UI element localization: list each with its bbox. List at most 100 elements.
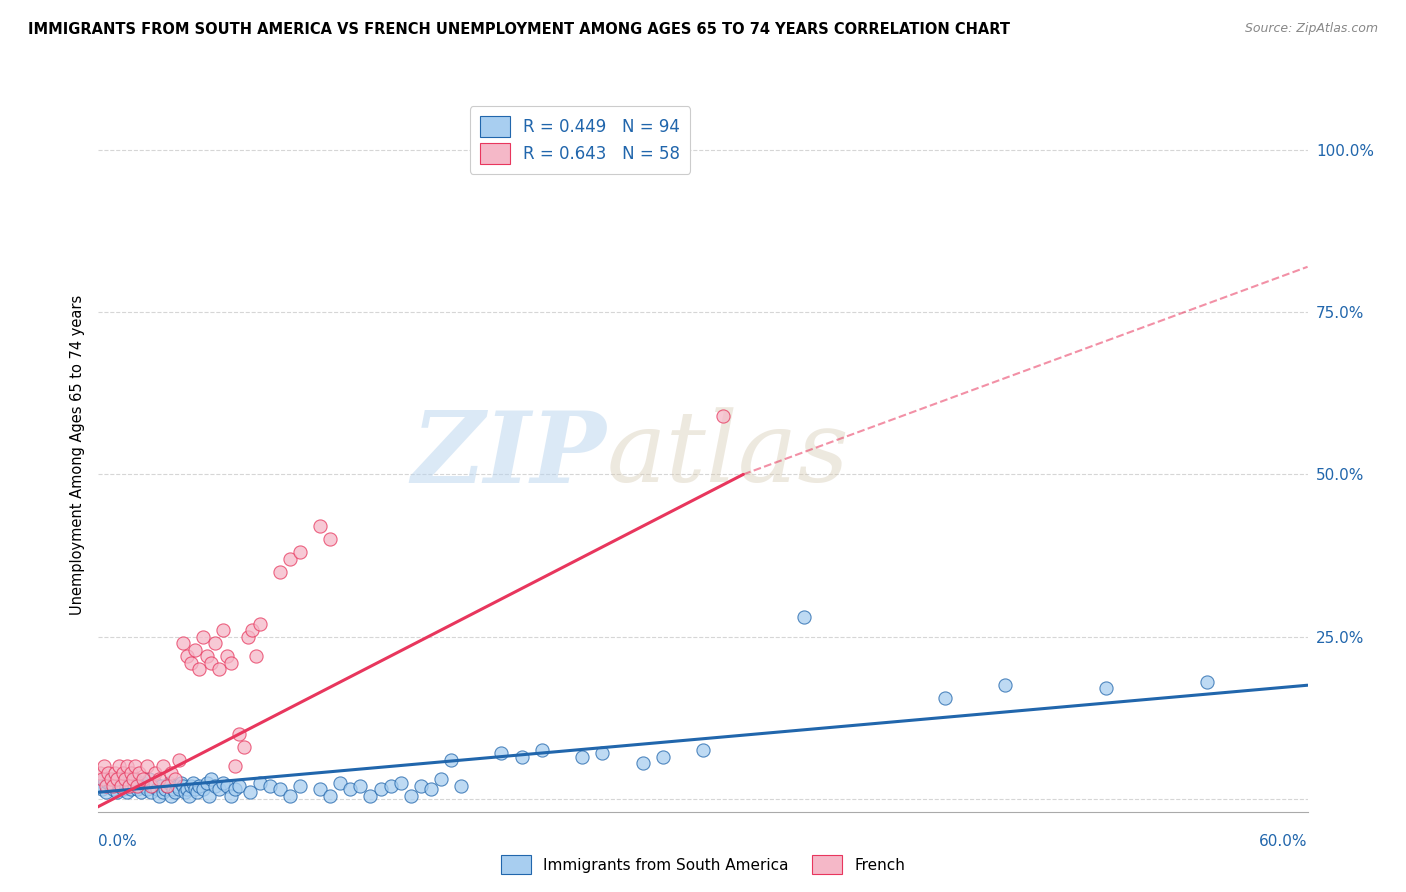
Point — [170, 775, 193, 789]
Point — [115, 785, 138, 799]
Point — [138, 772, 160, 787]
Point — [97, 765, 120, 780]
Point — [370, 782, 392, 797]
Point — [212, 623, 235, 637]
Point — [174, 785, 197, 799]
Point — [232, 739, 254, 754]
Point — [217, 779, 239, 793]
Point — [103, 772, 125, 787]
Point — [167, 782, 190, 797]
Point — [193, 630, 215, 644]
Point — [124, 772, 146, 787]
Point — [409, 779, 432, 793]
Point — [245, 648, 267, 663]
Point — [278, 789, 301, 803]
Point — [180, 656, 202, 670]
Point — [163, 785, 186, 799]
Text: 0.0%: 0.0% — [98, 834, 138, 849]
Point — [100, 779, 122, 793]
Point — [120, 765, 142, 780]
Point — [128, 779, 150, 793]
Point — [124, 759, 146, 773]
Point — [128, 765, 150, 780]
Point — [224, 759, 246, 773]
Point — [193, 782, 215, 797]
Legend: Immigrants from South America, French: Immigrants from South America, French — [495, 849, 911, 880]
Point — [510, 749, 533, 764]
Point — [105, 772, 128, 787]
Point — [166, 779, 188, 793]
Point — [571, 749, 593, 764]
Point — [148, 789, 170, 803]
Point — [139, 785, 162, 799]
Point — [142, 779, 165, 793]
Point — [339, 782, 361, 797]
Point — [111, 782, 134, 797]
Point — [93, 772, 115, 787]
Point — [179, 789, 201, 803]
Point — [110, 775, 132, 789]
Y-axis label: Unemployment Among Ages 65 to 74 years: Unemployment Among Ages 65 to 74 years — [69, 294, 84, 615]
Point — [711, 409, 734, 423]
Text: 60.0%: 60.0% — [1260, 834, 1308, 849]
Point — [107, 759, 129, 773]
Point — [420, 782, 443, 797]
Point — [631, 143, 654, 157]
Point — [188, 662, 211, 676]
Point — [389, 775, 412, 789]
Point — [450, 779, 472, 793]
Point — [91, 782, 114, 797]
Point — [269, 782, 291, 797]
Point — [176, 648, 198, 663]
Point — [139, 779, 162, 793]
Point — [135, 759, 157, 773]
Point — [195, 648, 218, 663]
Point — [157, 775, 180, 789]
Point — [172, 636, 194, 650]
Point — [129, 785, 152, 799]
Point — [105, 785, 128, 799]
Point — [180, 779, 202, 793]
Point — [198, 789, 221, 803]
Point — [163, 772, 186, 787]
Point — [491, 747, 513, 761]
Text: ZIP: ZIP — [412, 407, 606, 503]
Point — [96, 785, 118, 799]
Point — [651, 749, 673, 764]
Point — [97, 775, 120, 789]
Point — [288, 779, 311, 793]
Point — [200, 772, 222, 787]
Point — [132, 775, 155, 789]
Point — [208, 782, 231, 797]
Point — [135, 782, 157, 797]
Point — [793, 610, 815, 624]
Point — [249, 616, 271, 631]
Point — [380, 779, 402, 793]
Point — [160, 765, 183, 780]
Point — [204, 779, 226, 793]
Point — [319, 789, 342, 803]
Point — [118, 779, 141, 793]
Point — [172, 779, 194, 793]
Point — [591, 747, 613, 761]
Point — [200, 656, 222, 670]
Point — [134, 779, 156, 793]
Point — [530, 743, 553, 757]
Point — [228, 727, 250, 741]
Point — [239, 785, 262, 799]
Text: IMMIGRANTS FROM SOUTH AMERICA VS FRENCH UNEMPLOYMENT AMONG AGES 65 TO 74 YEARS C: IMMIGRANTS FROM SOUTH AMERICA VS FRENCH … — [28, 22, 1010, 37]
Point — [114, 772, 136, 787]
Point — [181, 775, 204, 789]
Point — [228, 779, 250, 793]
Point — [221, 656, 243, 670]
Point — [160, 789, 183, 803]
Point — [430, 772, 453, 787]
Point — [188, 779, 211, 793]
Point — [349, 779, 371, 793]
Point — [692, 743, 714, 757]
Point — [176, 782, 198, 797]
Point — [184, 782, 207, 797]
Point — [212, 775, 235, 789]
Point — [167, 753, 190, 767]
Point — [125, 782, 148, 797]
